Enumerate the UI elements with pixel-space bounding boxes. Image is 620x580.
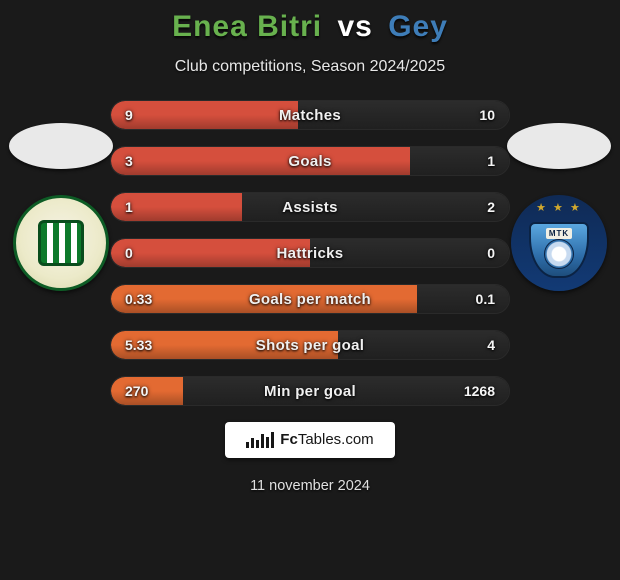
stat-fill-left — [111, 377, 183, 405]
player1-avatar-placeholder — [9, 123, 113, 169]
stat-fill-left — [111, 101, 298, 129]
stat-fill-right — [338, 331, 509, 359]
page-title: Enea Bitri vs Gey — [0, 0, 620, 44]
stat-fill-right — [183, 377, 509, 405]
spark-bar — [266, 437, 269, 448]
spark-bar — [261, 434, 264, 448]
left-player-column — [6, 115, 116, 291]
branding-text: FcTables.com — [280, 431, 373, 449]
stat-fill-left — [111, 193, 242, 221]
fctables-branding: FcTables.com — [225, 422, 395, 458]
stat-row: 0.330.1Goals per match — [110, 284, 510, 314]
player2-avatar-placeholder — [507, 123, 611, 169]
spark-bar — [256, 440, 259, 448]
vs-label: vs — [337, 10, 372, 43]
stat-fill-left — [111, 285, 417, 313]
spark-bars-icon — [246, 432, 274, 448]
spark-bar — [246, 442, 249, 448]
comparison-card: Enea Bitri vs Gey Club competitions, Sea… — [0, 0, 620, 580]
stat-fill-left — [111, 239, 310, 267]
stat-row: 12Assists — [110, 192, 510, 222]
stat-row: 31Goals — [110, 146, 510, 176]
branding-rest: Tables.com — [298, 431, 374, 448]
gyori-eto-badge — [13, 195, 109, 291]
club-stripes-icon — [38, 220, 84, 266]
branding-prefix: Fc — [280, 431, 298, 448]
stat-fill-right — [410, 147, 510, 175]
player1-name: Enea Bitri — [172, 10, 322, 43]
spark-bar — [271, 432, 274, 448]
badge-inner-circle-icon — [544, 239, 574, 269]
stat-fill-right — [310, 239, 509, 267]
badge-stars-icon: ★ ★ ★ — [511, 201, 607, 214]
stat-row: 00Hattricks — [110, 238, 510, 268]
stat-fill-right — [417, 285, 509, 313]
stat-fill-right — [242, 193, 509, 221]
badge-shield-icon: MTK — [529, 222, 589, 278]
player2-name: Gey — [388, 10, 448, 43]
stats-bar-list: 910Matches 31Goals 12Assists 00Hattricks 0.3… — [110, 100, 510, 406]
badge-text: MTK — [546, 228, 572, 239]
stat-row: 5.334Shots per goal — [110, 330, 510, 360]
season-subtitle: Club competitions, Season 2024/2025 — [0, 58, 620, 76]
generated-date: 11 november 2024 — [0, 478, 620, 494]
mtk-budapest-badge: ★ ★ ★ MTK — [511, 195, 607, 291]
spark-bar — [251, 438, 254, 448]
stat-row: 2701268Min per goal — [110, 376, 510, 406]
stat-row: 910Matches — [110, 100, 510, 130]
stat-fill-left — [111, 331, 338, 359]
stat-fill-left — [111, 147, 410, 175]
stat-fill-right — [298, 101, 509, 129]
right-player-column: ★ ★ ★ MTK — [504, 115, 614, 291]
